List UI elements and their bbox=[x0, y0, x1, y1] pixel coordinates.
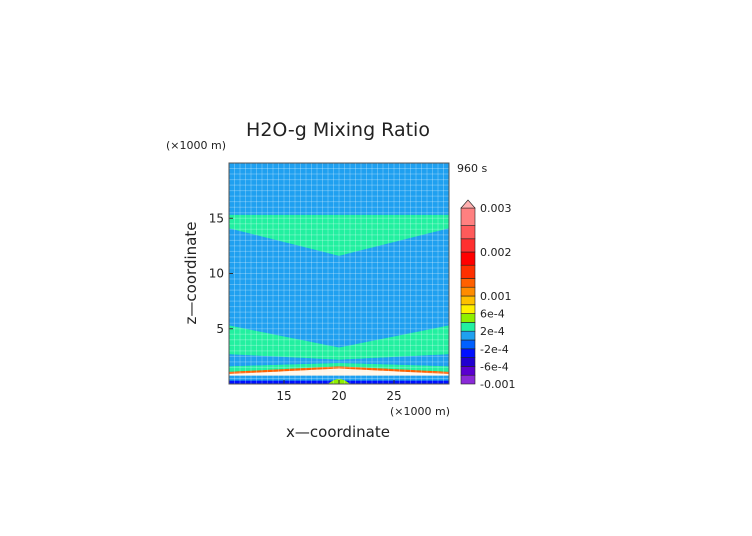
x-tick-label: 20 bbox=[331, 389, 346, 403]
colorbar-swatch bbox=[460, 264, 476, 279]
colorbar-swatch bbox=[460, 278, 476, 288]
y-tick-label: 10 bbox=[209, 267, 224, 281]
time-label: 960 s bbox=[457, 162, 487, 175]
region-1 bbox=[229, 214, 449, 256]
axes: 15 20 25 5 10 15 bbox=[209, 162, 450, 403]
colorbar-swatch bbox=[460, 251, 476, 266]
colorbar-swatch bbox=[460, 330, 476, 341]
region-2 bbox=[229, 325, 449, 360]
colorbar-label: -6e-4 bbox=[480, 360, 509, 373]
colorbar-label: 2e-4 bbox=[480, 325, 505, 338]
z-axis-unit: (×1000 m) bbox=[166, 139, 226, 152]
colorbar-swatch bbox=[460, 339, 476, 350]
colorbar-label: -0.001 bbox=[480, 378, 515, 391]
colorbar-swatch bbox=[460, 366, 476, 376]
colorbar-swatch bbox=[460, 322, 476, 332]
colorbar-swatch bbox=[460, 304, 476, 314]
colorbar-swatch bbox=[460, 348, 476, 358]
colorbar-label: 0.002 bbox=[480, 246, 512, 259]
colorbar-swatch bbox=[460, 207, 476, 226]
x-tick-label: 15 bbox=[276, 389, 291, 403]
grid bbox=[228, 162, 450, 385]
colorbar-extend-arrow bbox=[460, 199, 476, 209]
colorbar: 0.003 0.002 0.001 6e-4 2e-4 -2e-4 -6e-4 -0.001 bbox=[460, 199, 515, 391]
region-6 bbox=[229, 375, 449, 381]
colorbar-swatch bbox=[460, 238, 476, 253]
region-5 bbox=[229, 368, 449, 376]
chart-title: H2O-g Mixing Ratio bbox=[246, 119, 430, 141]
colorbar-swatch bbox=[460, 225, 476, 240]
colorbar-label: 6e-4 bbox=[480, 308, 505, 321]
x-axis-label: x—coordinate bbox=[286, 423, 390, 441]
x-tick-label: 25 bbox=[386, 389, 401, 403]
colorbar-swatch bbox=[460, 374, 476, 385]
colorbar-label: -2e-4 bbox=[480, 343, 509, 356]
y-axis-label: z—coordinate bbox=[182, 222, 200, 325]
colorbar-swatch bbox=[460, 313, 476, 323]
colorbar-label: 0.001 bbox=[480, 290, 512, 303]
colorbar-swatch bbox=[460, 295, 476, 306]
y-tick-label: 15 bbox=[209, 211, 224, 225]
colorbar-label: 0.003 bbox=[480, 202, 512, 215]
colorbar-swatch bbox=[460, 286, 476, 297]
plot-frame bbox=[228, 162, 450, 385]
colorbar-swatch bbox=[460, 357, 476, 367]
plot-area bbox=[228, 162, 450, 385]
x-axis-unit: (×1000 m) bbox=[390, 405, 450, 418]
y-tick-label: 5 bbox=[216, 322, 224, 336]
